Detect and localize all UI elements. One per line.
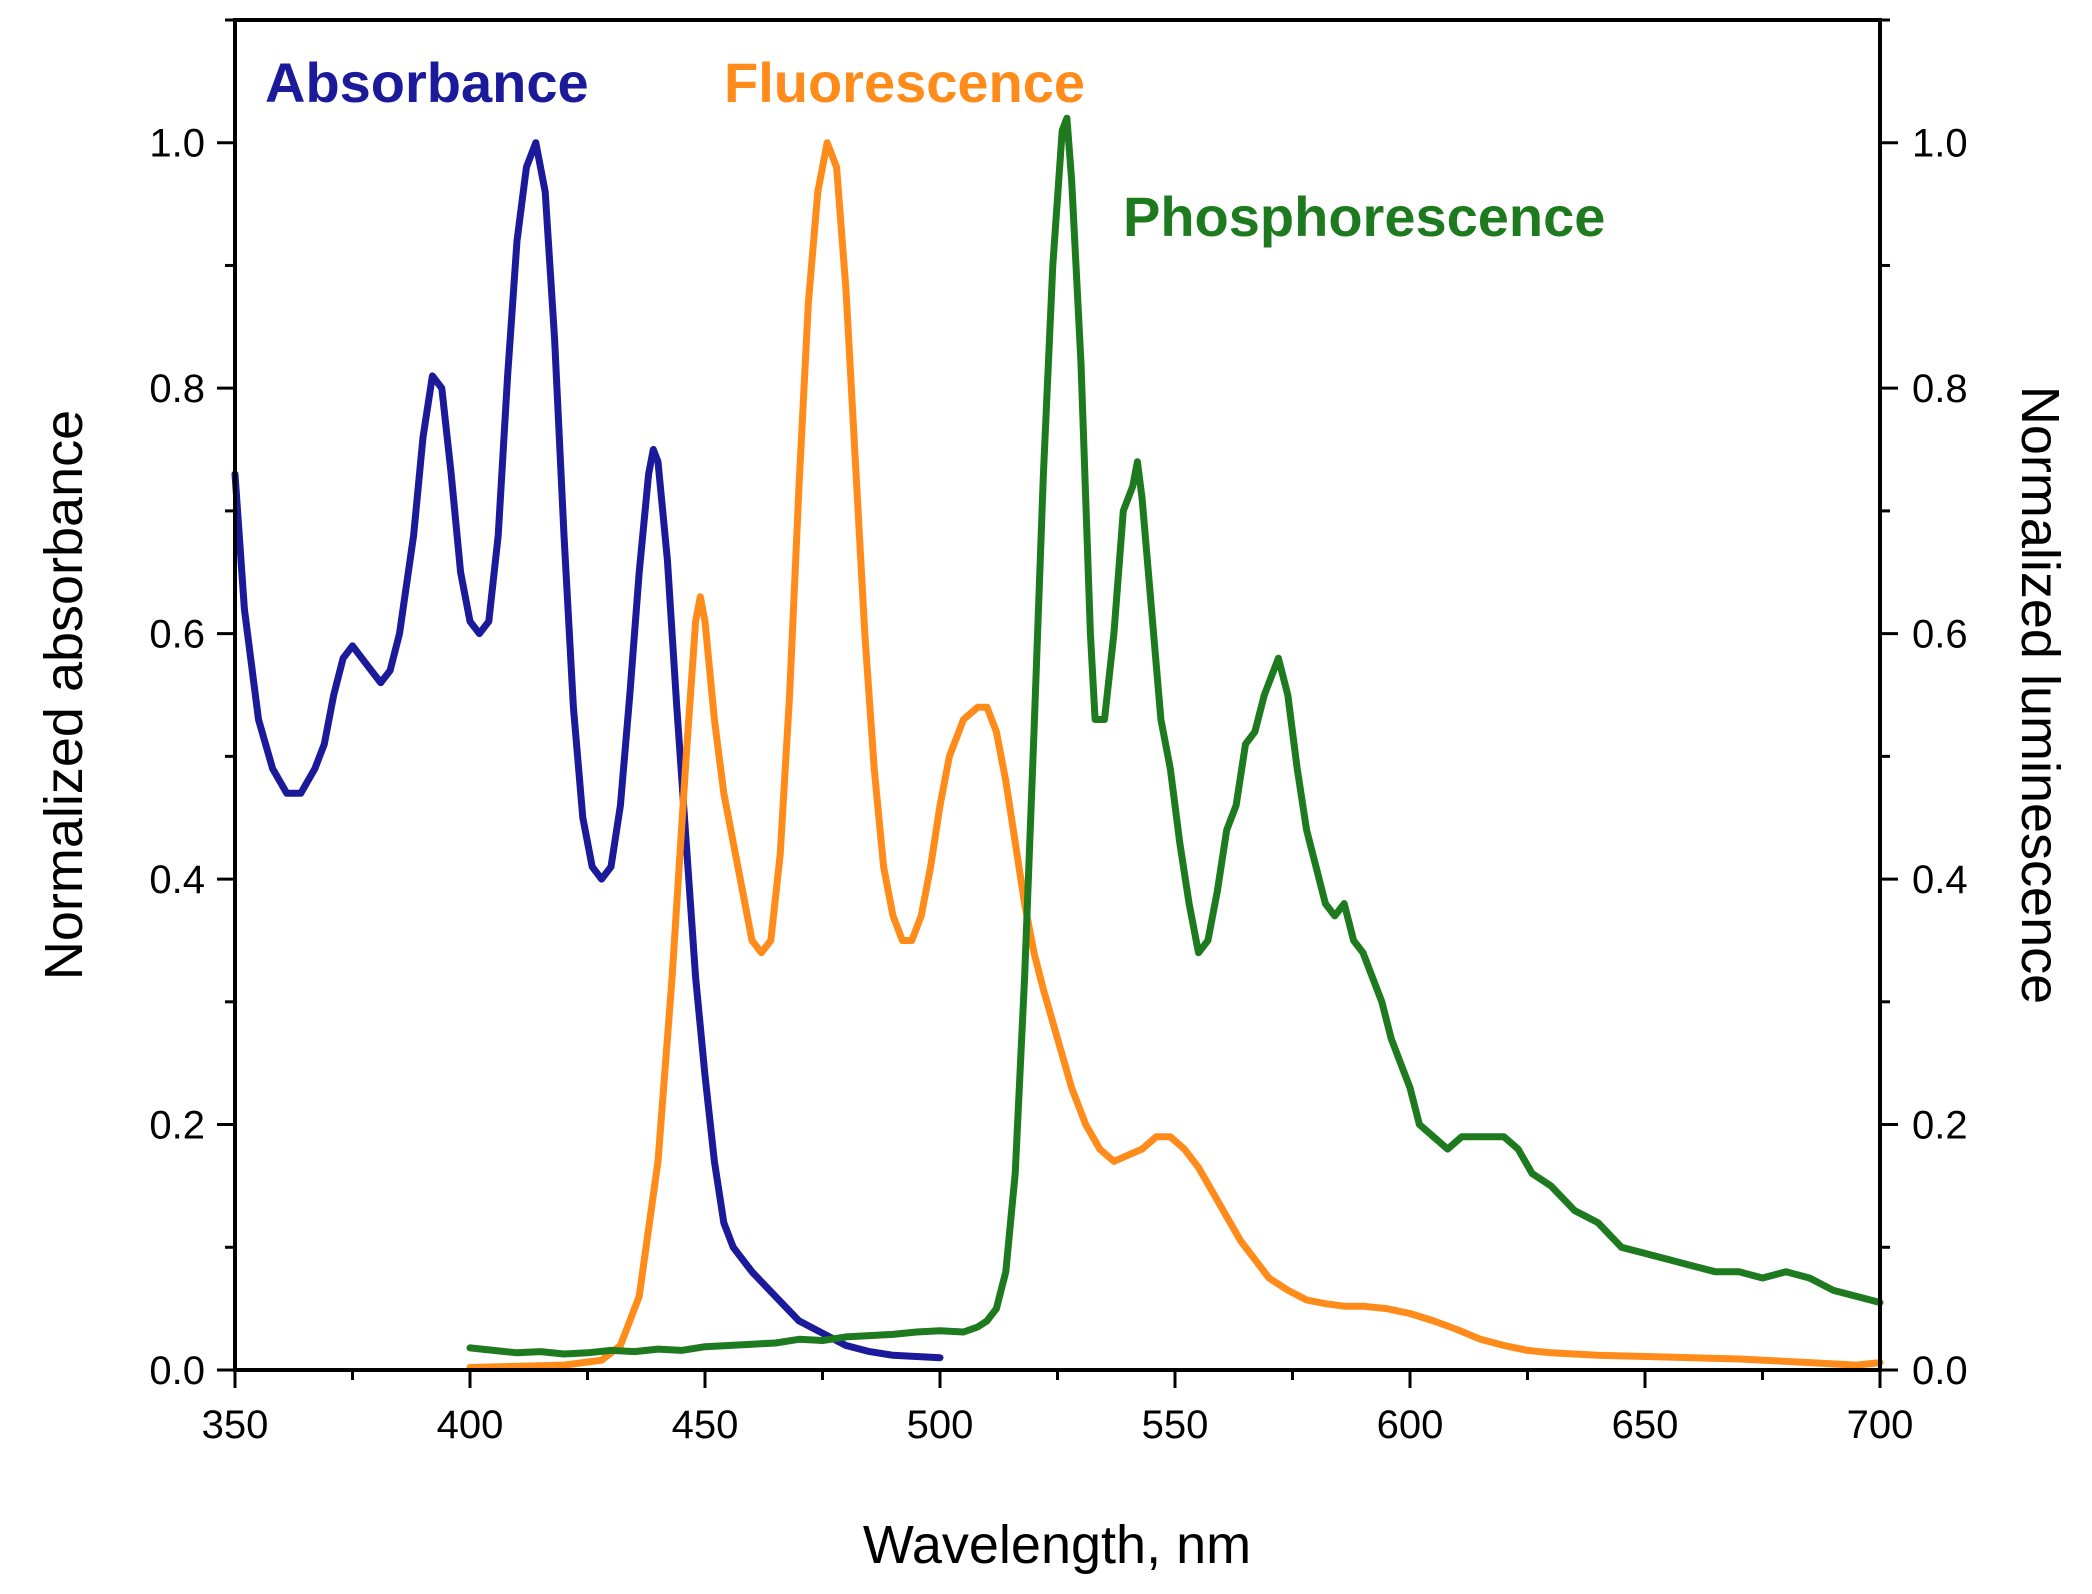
annotation-phosphorescence: Phosphorescence [1123,185,1605,248]
y-left-tick-label-0.0: 0.0 [149,1349,205,1393]
series-line-fluorescence [466,139,1884,1371]
annotation-absorbance: Absorbance [265,51,589,114]
x-tick-label-600: 600 [1377,1403,1444,1447]
y-axis-title-right: Normalized luminescence [2010,386,2070,1004]
y-right-tick-label-1.0: 1.0 [1912,122,1968,166]
annotation-fluorescence: Fluorescence [724,51,1085,114]
y-left-tick-label-0.4: 0.4 [149,858,205,902]
series-line-phosphorescence [466,114,1884,1358]
y-right-tick-label-0.6: 0.6 [1912,613,1968,657]
x-tick-label-650: 650 [1612,1403,1679,1447]
series-layer [231,114,1884,1371]
y-axis-title-left: Normalized absorbance [34,410,94,980]
y-left-tick-label-0.2: 0.2 [149,1104,205,1148]
x-tick-label-400: 400 [437,1403,504,1447]
x-axis-title: Wavelength, nm [863,1515,1251,1575]
tick-labels: 350 400 450 500 550 600 650 700 0.0 0.2 0.4 0.6 0.8 1… [149,122,1967,1447]
series-line-absorbance [231,139,944,1362]
x-tick-label-500: 500 [907,1403,974,1447]
y-left-tick-label-0.8: 0.8 [149,367,205,411]
ticks-layer [217,18,1898,1388]
y-right-tick-label-0.4: 0.4 [1912,858,1968,902]
y-right-tick-label-0.2: 0.2 [1912,1104,1968,1148]
x-tick-label-550: 550 [1142,1403,1209,1447]
y-left-tick-label-0.6: 0.6 [149,613,205,657]
x-tick-label-350: 350 [202,1403,269,1447]
y-left-tick-label-1.0: 1.0 [149,122,205,166]
x-tick-label-450: 450 [672,1403,739,1447]
x-tick-label-700: 700 [1847,1403,1914,1447]
y-right-tick-label-0.0: 0.0 [1912,1349,1968,1393]
y-right-tick-label-0.8: 0.8 [1912,367,1968,411]
